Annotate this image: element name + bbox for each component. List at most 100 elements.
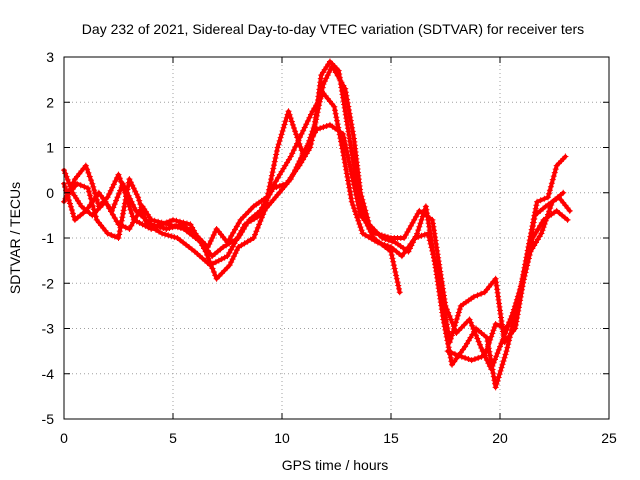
data-point	[343, 115, 350, 122]
data-point	[86, 173, 93, 180]
data-point	[526, 252, 533, 259]
data-point	[356, 205, 363, 212]
data-point	[163, 225, 170, 232]
data-point	[354, 198, 361, 205]
data-point	[418, 216, 425, 223]
data-point	[271, 162, 278, 169]
data-point	[306, 139, 313, 146]
data-point	[335, 124, 342, 131]
data-point	[372, 230, 379, 237]
data-point	[421, 231, 428, 238]
data-point	[360, 200, 367, 207]
data-point	[205, 255, 212, 262]
data-point	[440, 300, 447, 307]
data-point	[304, 142, 311, 149]
data-point	[512, 303, 519, 310]
data-point	[342, 163, 349, 170]
data-point	[432, 237, 439, 244]
data-point	[114, 194, 121, 201]
data-point	[352, 208, 359, 215]
data-point	[350, 181, 357, 188]
data-point	[347, 164, 354, 171]
data-point	[240, 214, 247, 221]
data-point	[74, 180, 81, 187]
data-point	[233, 223, 240, 230]
data-point	[449, 329, 456, 336]
data-point	[110, 181, 117, 188]
data-point	[271, 181, 278, 188]
data-point	[297, 144, 304, 151]
data-point	[254, 224, 261, 231]
data-point	[547, 183, 554, 190]
x-tick-label: 15	[383, 430, 399, 446]
data-point	[491, 324, 498, 331]
data-point	[64, 193, 71, 200]
data-point	[197, 235, 204, 242]
data-point	[530, 219, 537, 226]
data-point	[430, 254, 437, 261]
data-point	[527, 237, 534, 244]
data-point	[345, 158, 352, 165]
data-point	[248, 217, 255, 224]
data-point	[119, 210, 126, 217]
data-point	[500, 357, 507, 364]
data-point	[220, 244, 227, 251]
data-point	[121, 203, 128, 210]
data-point	[301, 124, 308, 131]
data-point	[384, 234, 391, 241]
series-track-d	[61, 90, 573, 346]
data-point	[67, 203, 74, 210]
data-point	[285, 156, 292, 163]
data-point	[432, 234, 439, 241]
data-point	[439, 296, 446, 303]
data-point	[100, 195, 107, 202]
data-point	[353, 192, 360, 199]
data-point	[355, 217, 362, 224]
data-point	[393, 275, 400, 282]
data-point	[485, 360, 492, 367]
data-point	[362, 232, 369, 239]
data-point	[313, 126, 320, 133]
data-point	[437, 286, 444, 293]
data-point	[459, 346, 466, 353]
data-point	[488, 333, 495, 340]
data-point	[431, 258, 438, 265]
data-point	[348, 198, 355, 205]
data-point	[426, 237, 433, 244]
data-point	[216, 273, 223, 280]
data-point	[401, 235, 408, 241]
data-point	[440, 303, 447, 310]
data-point	[507, 315, 514, 322]
data-point	[520, 276, 527, 283]
data-point	[469, 322, 476, 329]
data-point	[269, 169, 276, 176]
data-point	[429, 247, 436, 254]
data-point	[345, 177, 352, 184]
data-point	[109, 184, 116, 191]
data-point	[455, 309, 462, 316]
data-point	[344, 173, 351, 180]
data-point	[398, 253, 405, 260]
data-point	[432, 261, 439, 268]
data-point	[324, 72, 331, 79]
data-point	[289, 150, 296, 157]
data-point	[393, 272, 400, 279]
data-point	[338, 79, 345, 86]
data-point	[471, 329, 478, 336]
data-point	[343, 166, 350, 173]
data-point	[449, 361, 456, 368]
data-point	[539, 227, 546, 234]
data-point	[66, 200, 73, 207]
data-point	[210, 268, 217, 275]
data-point	[495, 346, 502, 353]
data-point	[312, 129, 319, 136]
data-point	[456, 306, 463, 313]
data-point	[446, 313, 453, 320]
data-point	[446, 339, 453, 346]
data-point	[130, 219, 137, 226]
data-point	[128, 210, 135, 217]
data-point	[489, 330, 496, 337]
data-point	[389, 255, 396, 262]
data-point	[91, 187, 98, 194]
